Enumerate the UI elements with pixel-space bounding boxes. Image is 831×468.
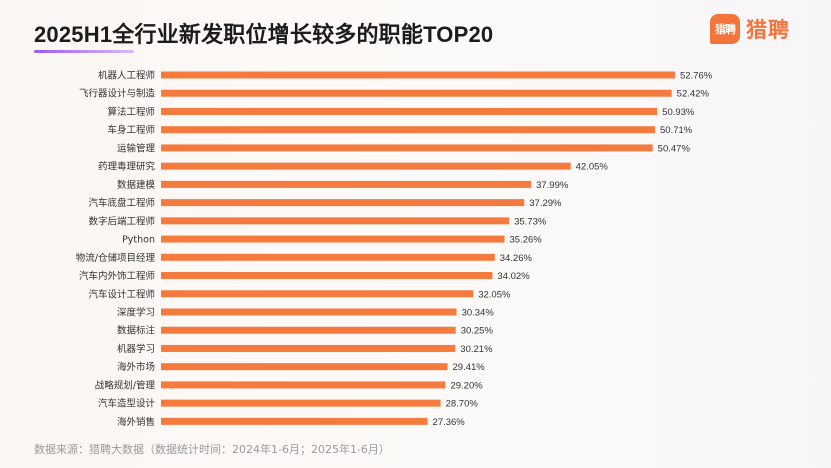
bar	[161, 199, 525, 207]
category-label: 汽车造型设计	[98, 398, 156, 410]
bar	[161, 272, 493, 280]
title-underline	[34, 50, 134, 53]
bar	[161, 126, 656, 134]
category-labels: 机器人工程师飞行器设计与制造算法工程师车身工程师运输管理药理毒理研究数据建模汽车…	[76, 70, 156, 428]
bar	[161, 290, 474, 298]
category-label: 药理毒理研究	[98, 161, 156, 173]
liepin-logo-text: 猎聘	[746, 18, 790, 42]
category-label: 海外市场	[117, 361, 155, 373]
bar	[161, 107, 658, 115]
category-label: 汽车内外饰工程师	[79, 270, 155, 282]
bar	[161, 162, 571, 170]
data-label: 30.21%	[460, 344, 493, 355]
bar	[161, 363, 448, 371]
bar	[161, 235, 505, 243]
category-label: 战略规划/管理	[95, 379, 156, 391]
bar	[161, 71, 675, 79]
bar	[161, 308, 457, 316]
category-label: 机器学习	[117, 343, 155, 355]
bar	[161, 144, 653, 152]
bar	[161, 180, 532, 188]
bar	[161, 417, 428, 425]
category-label: 数据建模	[117, 179, 156, 191]
data-label: 34.02%	[497, 271, 530, 282]
liepin-logo-mark: 猎聘	[710, 14, 740, 44]
bar	[161, 217, 510, 225]
category-label: 机器人工程师	[98, 70, 155, 82]
category-label: 汽车设计工程师	[88, 288, 155, 300]
data-source-note: 数据来源：猎聘大数据（数据统计时间：2024年1-6月；2025年1-6月）	[34, 443, 390, 456]
data-label: 27.36%	[433, 417, 466, 428]
bar	[161, 253, 495, 261]
data-label: 35.73%	[514, 216, 547, 227]
category-label: 物流/仓储项目经理	[76, 252, 156, 264]
bar	[161, 399, 441, 407]
data-label: 52.42%	[677, 89, 710, 100]
data-label: 50.47%	[658, 143, 691, 154]
category-label: 车身工程师	[107, 124, 155, 136]
category-label: 海外销售	[117, 416, 155, 428]
data-label: 52.76%	[680, 71, 713, 82]
category-label: 汽车底盘工程师	[88, 197, 155, 209]
data-label: 30.34%	[462, 307, 495, 318]
bar	[161, 344, 456, 352]
bars	[161, 71, 675, 425]
data-label: 37.99%	[536, 180, 569, 191]
data-label: 32.05%	[478, 289, 511, 300]
category-label: Python	[122, 235, 155, 246]
data-label: 50.71%	[660, 125, 693, 136]
bar	[161, 89, 672, 97]
bar	[161, 381, 446, 389]
chart-title: 2025H1全行业新发职位增长较多的职能TOP20	[34, 22, 494, 47]
category-label: 算法工程师	[107, 106, 155, 118]
data-label: 35.26%	[510, 235, 543, 246]
data-label: 29.20%	[450, 380, 483, 391]
category-label: 运输管理	[117, 142, 156, 154]
data-label: 29.41%	[453, 362, 486, 373]
data-label: 50.93%	[662, 107, 695, 118]
category-label: 数字后端工程师	[88, 215, 155, 227]
value-labels: 52.76% 52.42% 50.93% 50.71% 50.47% 42.05% 37.9…	[433, 71, 713, 428]
data-label: 30.25%	[461, 326, 494, 337]
category-label: 飞行器设计与制造	[79, 88, 156, 100]
data-label: 34.26%	[500, 253, 533, 264]
data-label: 37.29%	[529, 198, 562, 209]
liepin-logo: 猎聘 猎聘	[710, 12, 790, 46]
data-label: 42.05%	[576, 162, 609, 173]
data-label: 28.70%	[446, 399, 479, 410]
category-label: 数据标注	[117, 325, 156, 337]
category-label: 深度学习	[117, 306, 155, 318]
bar	[161, 326, 456, 334]
